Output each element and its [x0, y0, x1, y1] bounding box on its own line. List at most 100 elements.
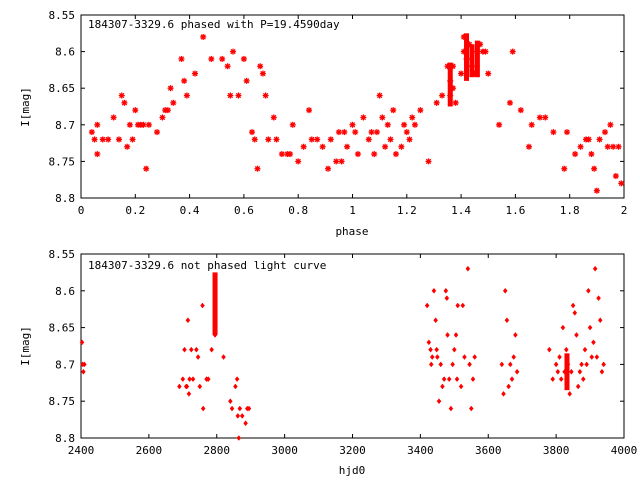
data-point: [474, 48, 481, 55]
data-point: [319, 143, 326, 150]
data-point: [555, 368, 561, 375]
data-point: [94, 121, 101, 128]
data-point: [81, 368, 86, 375]
data-point: [212, 332, 218, 338]
data-point: [287, 151, 294, 158]
data-point: [190, 376, 196, 383]
data-point: [470, 376, 476, 383]
data-point: [197, 383, 203, 390]
data-point: [436, 398, 442, 405]
data-point: [558, 376, 564, 383]
data-point: [200, 302, 205, 309]
phased-y-axis-label: I[mag]: [19, 87, 32, 127]
data-point: [249, 129, 256, 136]
phased-x-axis-label: phase: [335, 225, 368, 238]
data-point: [373, 129, 380, 136]
data-point: [445, 332, 450, 338]
data-point: [235, 413, 241, 419]
dense-observation-cluster: [447, 62, 453, 107]
data-point: [612, 173, 619, 180]
data-point: [270, 114, 277, 121]
data-point: [344, 143, 351, 150]
data-point: [562, 368, 567, 375]
data-point: [259, 70, 266, 77]
data-point: [219, 55, 226, 62]
phased-y-tick-label: 8.65: [49, 82, 76, 95]
data-point: [411, 121, 418, 128]
data-point: [618, 180, 625, 187]
data-point: [506, 383, 511, 390]
data-point: [384, 121, 391, 128]
data-point: [212, 302, 218, 309]
data-point: [517, 107, 524, 114]
data-point: [561, 165, 568, 172]
data-point: [154, 129, 161, 136]
data-point: [434, 346, 439, 353]
data-point: [439, 92, 446, 99]
data-point: [463, 55, 470, 62]
data-point: [240, 55, 247, 62]
data-point: [433, 317, 438, 324]
unphased-x-tick-label: 4000: [611, 444, 638, 457]
unphased-x-tick-label: 3800: [543, 444, 570, 457]
data-point: [376, 92, 383, 99]
data-point: [182, 346, 187, 353]
data-point: [472, 354, 477, 360]
data-point: [443, 287, 449, 294]
data-point: [425, 158, 432, 165]
data-point: [438, 361, 444, 368]
data-point: [567, 390, 573, 397]
data-point: [452, 99, 459, 106]
data-point: [333, 158, 340, 165]
phased-x-tick-label: 1.4: [451, 204, 471, 217]
data-point: [229, 405, 235, 412]
data-point: [580, 376, 586, 383]
data-point: [254, 165, 261, 172]
data-point: [338, 158, 345, 165]
data-point: [446, 376, 452, 383]
unphased-chart-title: 184307-3329.6 not phased light curve: [88, 259, 326, 272]
data-point: [105, 136, 112, 143]
data-point: [295, 158, 302, 165]
data-point: [208, 55, 215, 62]
phased-chart-title: 184307-3329.6 phased with P=19.4590day: [88, 18, 340, 31]
data-point: [341, 129, 348, 136]
data-point: [126, 121, 133, 128]
data-point: [428, 361, 434, 368]
phased-y-tick-label: 8.7: [55, 119, 75, 132]
data-point: [468, 405, 474, 412]
unphased-y-tick-label: 8.6: [55, 285, 75, 298]
data-point: [542, 114, 549, 121]
data-point: [482, 48, 489, 55]
data-point: [585, 136, 592, 143]
data-point: [596, 295, 601, 302]
phased-x-tick-label: 1.8: [560, 204, 580, 217]
data-point: [118, 92, 125, 99]
data-point: [365, 136, 372, 143]
data-point: [99, 136, 106, 143]
data-point: [454, 376, 460, 383]
data-point: [352, 129, 359, 136]
data-point: [460, 48, 467, 55]
data-point: [572, 151, 579, 158]
unphased-x-tick-label: 3600: [475, 444, 502, 457]
data-point: [577, 368, 583, 375]
phased-y-tick-label: 8.75: [49, 155, 76, 168]
data-point: [587, 324, 593, 331]
phased-x-tick-label: 1: [349, 204, 356, 217]
unphased-y-axis-label: I[mag]: [19, 326, 32, 366]
data-point: [471, 70, 478, 77]
data-point: [589, 354, 595, 360]
phased-x-ticks: 0 0.2 0.4 0.6 0.8 1 1.2 1.4 1.6 1.8 2: [78, 15, 627, 217]
data-point: [468, 63, 475, 70]
data-point: [289, 121, 296, 128]
data-point: [569, 368, 574, 375]
data-point: [314, 136, 321, 143]
data-point: [444, 63, 451, 70]
data-point: [591, 339, 596, 346]
data-point: [440, 383, 445, 390]
data-point: [592, 265, 598, 272]
data-point: [387, 136, 394, 143]
data-point: [465, 265, 471, 272]
